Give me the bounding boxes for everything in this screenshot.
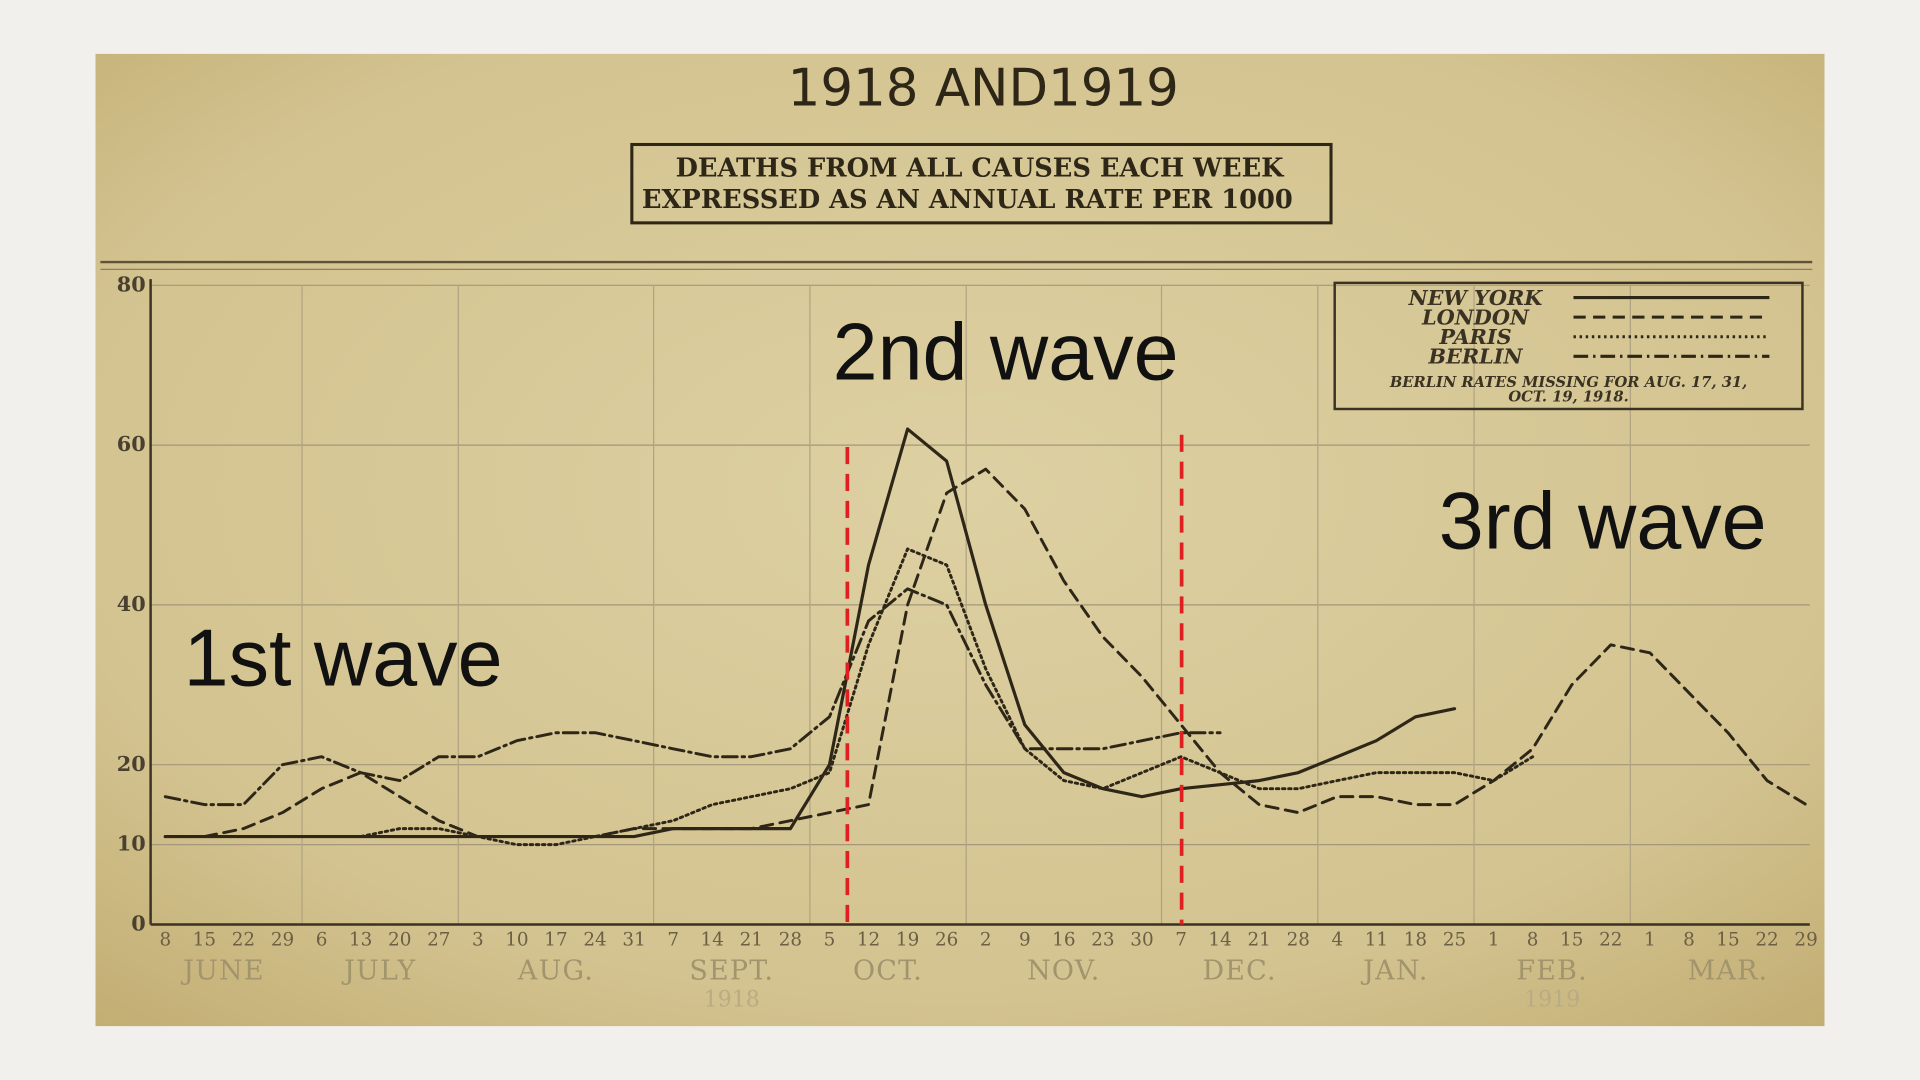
y-tick-label: 80 (117, 271, 146, 296)
x-tick-label: 14 (701, 929, 724, 950)
x-tick-label: 8 (159, 929, 171, 950)
x-tick-label: 12 (857, 929, 880, 950)
x-tick-label: 22 (1755, 929, 1778, 950)
annotation: 3rd wave (1439, 477, 1767, 567)
x-tick-label: 31 (622, 929, 645, 950)
x-tick-label: 8 (1683, 929, 1695, 950)
x-tick-label: 4 (1331, 929, 1343, 950)
month-label: DEC. (1202, 956, 1276, 987)
annotation: 1st wave (184, 614, 503, 704)
series-line (163, 587, 1222, 807)
x-tick-label: 22 (232, 929, 255, 950)
month-label: MAR. (1688, 956, 1769, 987)
x-tick-label: 14 (1208, 929, 1231, 950)
year-label: 1918 (704, 988, 760, 1013)
x-tick-label: 18 (1404, 929, 1427, 950)
y-tick-label: 20 (117, 751, 146, 776)
x-tick-label: 13 (349, 929, 372, 950)
x-tick-label: 15 (1560, 929, 1583, 950)
x-tick-label: 7 (1175, 929, 1187, 950)
month-label: FEB. (1516, 956, 1588, 987)
legend-label: PARIS (1438, 324, 1511, 349)
x-tick-label: 19 (896, 929, 919, 950)
annotation: 2nd wave (833, 308, 1179, 398)
x-tick-label: 15 (1716, 929, 1739, 950)
y-tick-label: 40 (117, 591, 146, 616)
series-line (163, 467, 1808, 839)
year-label: 1919 (1524, 988, 1580, 1013)
legend-note: OCT. 19, 1918. (1508, 389, 1628, 406)
legend-label: BERLIN (1427, 344, 1523, 369)
month-label: NOV. (1027, 956, 1100, 987)
x-tick-label: 3 (472, 929, 484, 950)
month-label: OCT. (853, 956, 923, 987)
chart-title: 1918 AND1919 (788, 58, 1179, 118)
x-tick-label: 23 (1091, 929, 1114, 950)
x-tick-label: 21 (740, 929, 763, 950)
subtitle: DEATHS FROM ALL CAUSES EACH WEEK (676, 153, 1286, 183)
x-tick-label: 26 (935, 929, 958, 950)
legend-label: LONDON (1421, 304, 1530, 329)
y-tick-label: 10 (117, 831, 146, 856)
x-tick-label: 30 (1130, 929, 1153, 950)
x-tick-label: 28 (779, 929, 802, 950)
x-tick-label: 1 (1644, 929, 1656, 950)
x-tick-label: 29 (271, 929, 294, 950)
x-tick-label: 27 (427, 929, 450, 950)
x-tick-label: 2 (980, 929, 992, 950)
legend-box (1333, 281, 1804, 411)
x-tick-label: 5 (824, 929, 836, 950)
month-label: JUNE (180, 956, 265, 987)
series-line (163, 427, 1457, 839)
x-tick-label: 20 (388, 929, 411, 950)
month-label: SEPT. (689, 956, 774, 987)
x-tick-label: 24 (583, 929, 606, 950)
x-tick-label: 16 (1052, 929, 1075, 950)
x-tick-label: 21 (1247, 929, 1270, 950)
plot-area: 0 10 20 40 60 80 JUNE JULY AUG. SEPT. OCT. NOV. DEC.… (117, 271, 1818, 1012)
x-tick-label: 11 (1365, 929, 1388, 950)
series-line (163, 547, 1535, 847)
x-tick-label: 9 (1019, 929, 1031, 950)
month-label: AUG. (517, 956, 594, 987)
subtitle: EXPRESSED AS AN ANNUAL RATE PER 1000 (642, 185, 1293, 215)
x-tick-label: 29 (1794, 929, 1817, 950)
x-tick-label: 10 (505, 929, 528, 950)
x-tick-label: 28 (1287, 929, 1310, 950)
legend-label: NEW YORK (1408, 285, 1544, 310)
subtitle-box (630, 142, 1333, 225)
y-tick-label: 60 (117, 431, 146, 456)
x-tick-label: 22 (1599, 929, 1622, 950)
x-tick-label: 15 (193, 929, 216, 950)
x-tick-label: 8 (1527, 929, 1539, 950)
x-tick-label: 1 (1488, 929, 1500, 950)
month-label: JAN. (1360, 956, 1429, 987)
paper (95, 53, 1825, 1027)
legend-note: BERLIN RATES MISSING FOR AUG. 17, 31, (1389, 374, 1747, 391)
x-tick-label: 17 (544, 929, 567, 950)
x-tick-label: 25 (1443, 929, 1466, 950)
y-tick-label: 0 (131, 911, 145, 936)
month-label: JULY (341, 956, 416, 987)
x-tick-label: 6 (316, 929, 328, 950)
x-tick-label: 7 (667, 929, 679, 950)
